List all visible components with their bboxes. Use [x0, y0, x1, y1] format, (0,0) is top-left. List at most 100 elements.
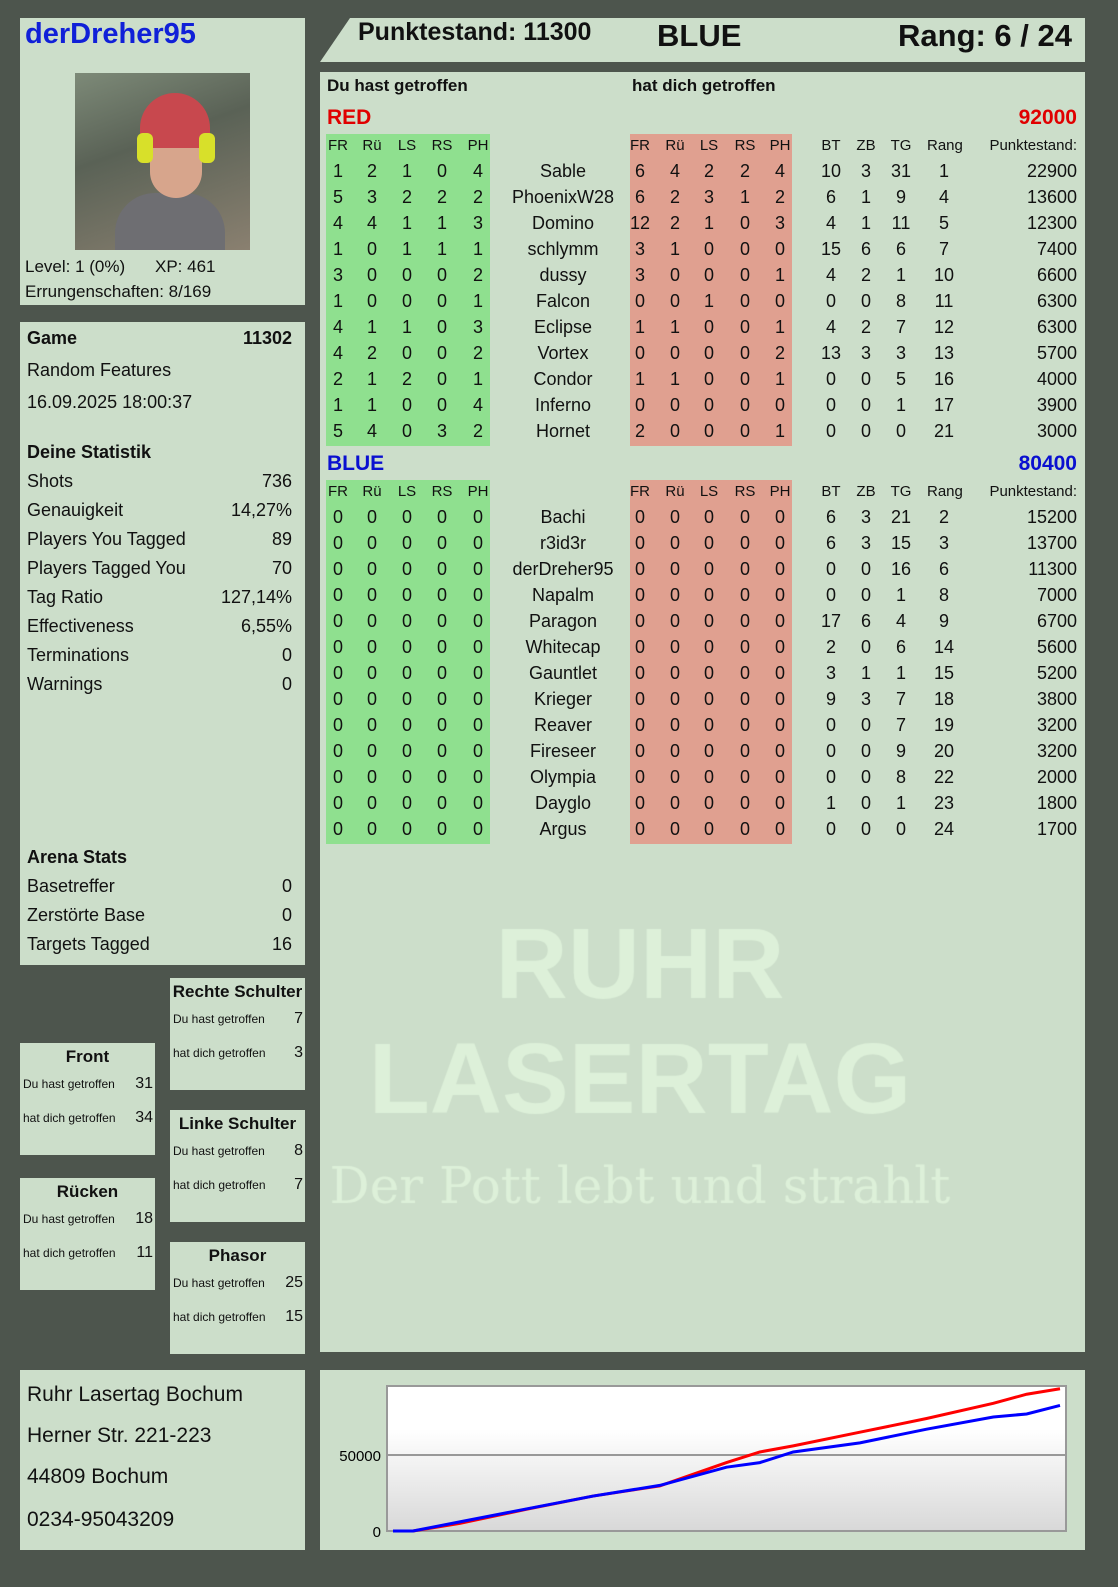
- hit-you-cell: 0: [634, 343, 645, 363]
- stat-cell: 0: [860, 559, 871, 579]
- arena-value: 0: [281, 876, 292, 896]
- you-hit-cell: 5: [332, 187, 343, 207]
- col-header: FR: [630, 483, 650, 500]
- you-hit-cell: 0: [401, 291, 412, 311]
- stat-cell: 10: [933, 265, 955, 285]
- stat-value: 127,14%: [220, 587, 292, 607]
- hit-you-cell: 0: [703, 689, 714, 709]
- you-hit-cell: 0: [436, 533, 447, 553]
- you-hit-cell: 1: [401, 213, 412, 233]
- you-hit-cell: 4: [366, 213, 377, 233]
- hit-you-cell: 0: [669, 421, 680, 441]
- zone-hit-label: Du hast getroffen: [23, 1077, 115, 1091]
- hit-you-cell: 0: [634, 689, 645, 709]
- you-hit-cell: 0: [401, 689, 412, 709]
- arena-value: 16: [271, 934, 292, 954]
- hit-you-cell: 0: [669, 585, 680, 605]
- zone-hit-label: Du hast getroffen: [173, 1012, 265, 1026]
- zone-hit-value: 18: [135, 1210, 153, 1227]
- header-team: BLUE: [657, 18, 742, 53]
- zone-hit-value: 25: [285, 1274, 303, 1291]
- hit-you-cell: 3: [634, 239, 645, 259]
- hit-you-block: [630, 134, 792, 446]
- hit-you-cell: 4: [774, 161, 785, 181]
- player-name: Condor: [533, 369, 593, 389]
- you-hit-cell: 1: [401, 161, 412, 181]
- stat-cell: 1: [895, 663, 906, 683]
- zone-hit-value: 7: [294, 1010, 303, 1027]
- you-hit-cell: 0: [332, 585, 343, 605]
- arena-title: Arena Stats: [27, 847, 128, 867]
- hit-you-cell: 0: [739, 663, 750, 683]
- col-header: ZB: [856, 137, 876, 154]
- hit-you-cell: 0: [703, 637, 714, 657]
- player-score: 5200: [1036, 663, 1077, 683]
- stat-cell: 4: [825, 213, 836, 233]
- stat-cell: 1: [895, 265, 906, 285]
- hit-you-cell: 2: [669, 213, 680, 233]
- stat-cell: 3: [938, 533, 949, 553]
- hit-you-cell: 2: [634, 421, 645, 441]
- stat-row: Shots 736: [27, 471, 292, 492]
- game-datetime: 16.09.2025 18:00:37: [27, 392, 193, 412]
- hit-you-cell: 0: [634, 741, 645, 761]
- hit-you-cell: 0: [774, 611, 785, 631]
- you-hit-cell: 0: [401, 421, 412, 441]
- col-header: LS: [397, 483, 417, 500]
- zone-title: Rechte Schulter: [172, 982, 303, 1001]
- stat-cell: 18: [933, 689, 955, 709]
- stat-cell: 2: [938, 507, 949, 527]
- stat-cell: 11: [891, 213, 911, 233]
- player-avatar: [75, 73, 250, 250]
- stat-cell: 7: [895, 715, 906, 735]
- hit-you-cell: 0: [739, 507, 750, 527]
- hit-you-cell: 0: [634, 611, 645, 631]
- stat-cell: 15: [890, 533, 912, 553]
- you-hit-cell: 4: [332, 213, 343, 233]
- hit-you-cell: 0: [634, 507, 645, 527]
- stat-row: Effectiveness 6,55%: [27, 616, 292, 637]
- you-hit-cell: 2: [472, 421, 483, 441]
- you-hit-cell: 1: [436, 213, 447, 233]
- stat-cell: 1: [860, 187, 871, 207]
- you-hit-cell: 2: [401, 187, 412, 207]
- player-name: Gauntlet: [528, 663, 598, 683]
- you-hit-cell: 0: [366, 265, 377, 285]
- hit-you-cell: 0: [739, 343, 750, 363]
- hit-you-cell: 1: [774, 265, 785, 285]
- hit-zone-linke-schulter: Linke Schulter Du hast getroffen 8 hat dich…: [170, 1110, 305, 1222]
- you-hit-block: [326, 480, 490, 844]
- player-score: 7400: [1036, 239, 1077, 259]
- you-hit-cell: 0: [436, 395, 447, 415]
- hit-you-cell: 12: [629, 213, 651, 233]
- you-hit-cell: 0: [366, 767, 377, 787]
- you-hit-cell: 1: [332, 161, 343, 181]
- player-score: 22900: [1026, 161, 1077, 181]
- hit-you-cell: 0: [669, 395, 680, 415]
- stat-cell: 14: [933, 637, 955, 657]
- hit-you-cell: 0: [774, 239, 785, 259]
- hit-you-cell: 0: [774, 715, 785, 735]
- you-hit-cell: 0: [366, 585, 377, 605]
- player-name: r3id3r: [539, 533, 587, 553]
- hit-you-cell: 0: [739, 741, 750, 761]
- player-name: Vortex: [537, 343, 589, 363]
- hit-you-cell: 0: [703, 507, 714, 527]
- player-name: dussy: [539, 265, 587, 285]
- you-hit-cell: 0: [472, 663, 483, 683]
- hit-you-cell: 1: [774, 421, 785, 441]
- hit-you-cell: 0: [703, 715, 714, 735]
- you-hit-cell: 0: [436, 507, 447, 527]
- player-score: 2000: [1036, 767, 1077, 787]
- hit-zone-ruecken: Rücken Du hast getroffen 18 hat dich getrof…: [20, 1178, 155, 1290]
- you-hit-cell: 1: [472, 369, 483, 389]
- hit-you-cell: 0: [774, 559, 785, 579]
- hit-you-cell: 0: [703, 239, 714, 259]
- hit-you-cell: 0: [634, 663, 645, 683]
- you-hit-cell: 1: [401, 239, 412, 259]
- stat-cell: 0: [860, 395, 871, 415]
- col-header: RS: [431, 137, 453, 154]
- zone-hit-label: Du hast getroffen: [173, 1144, 265, 1158]
- stat-cell: 8: [938, 585, 949, 605]
- y-tick-label: 50000: [339, 1448, 381, 1465]
